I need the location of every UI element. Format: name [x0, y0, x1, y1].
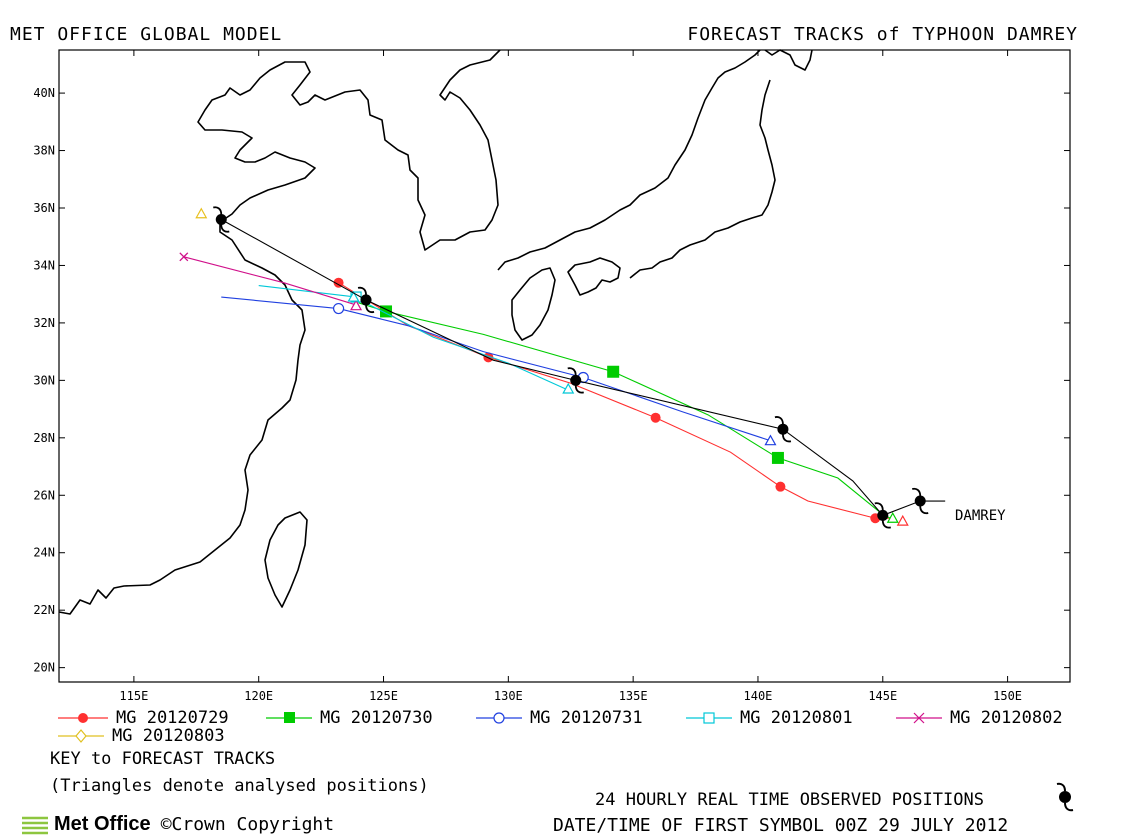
observed-typhoon-symbol: [774, 416, 792, 443]
y-tick-label: 20N: [33, 661, 55, 675]
analysed-triangle: [896, 514, 909, 526]
key-title: KEY to FORECAST TRACKS: [50, 749, 276, 769]
brand-name: Met Office: [54, 813, 151, 835]
x-tick-label: 140E: [744, 689, 773, 703]
analysed-triangle: [764, 434, 777, 446]
y-tick-label: 40N: [33, 86, 55, 100]
y-tick-label: 26N: [33, 488, 55, 502]
analysed-triangle: [562, 382, 575, 394]
legend-label: MG 20120803: [112, 726, 225, 746]
y-tick-label: 30N: [33, 373, 55, 387]
honshu-south-coast: [567, 257, 621, 296]
x-tick-label: 120E: [244, 689, 273, 703]
observed-note: 24 HOURLY REAL TIME OBSERVED POSITIONS: [595, 790, 984, 810]
observed-typhoon-symbol: [357, 286, 375, 314]
typhoon-symbol-icon: [1056, 782, 1074, 812]
forecast-title: FORECAST TRACKS of TYPHOON DAMREY: [687, 24, 1078, 45]
x-tick-label: 145E: [868, 689, 897, 703]
key-note: (Triangles denote analysed positions): [50, 776, 429, 796]
analysed-triangle: [886, 512, 899, 523]
date-note: DATE/TIME OF FIRST SYMBOL 00Z 29 JULY 20…: [553, 815, 1009, 836]
track-marker: [650, 412, 661, 423]
taiwan-coast: [264, 511, 308, 608]
legend-item-20120731: MG 20120731: [476, 708, 643, 728]
track-marker: [607, 365, 620, 378]
legend-label: MG 20120802: [950, 708, 1063, 728]
met-office-logo: Met Office ©Crown Copyright: [20, 813, 334, 836]
analysed-triangle: [195, 207, 208, 219]
track-line: [358, 302, 891, 519]
observed-typhoon-symbol: [912, 487, 929, 515]
track-line: [338, 282, 891, 519]
x-tick-label: 150E: [993, 689, 1022, 703]
legend-label: MG 20120729: [116, 708, 229, 728]
legend-label: MG 20120730: [320, 708, 433, 728]
analysed-triangle: [347, 290, 360, 302]
track-marker: [775, 481, 786, 492]
track-marker: [771, 451, 784, 464]
x-tick-label: 135E: [619, 689, 648, 703]
legend-item-20120729: MG 20120729: [58, 708, 229, 728]
legend-item-20120730: MG 20120730: [266, 708, 433, 728]
observed-typhoon-symbol: [874, 502, 891, 529]
kyushu-coast: [511, 267, 556, 341]
model-title: MET OFFICE GLOBAL MODEL: [10, 24, 283, 45]
legend-item-20120802: MG 20120802: [896, 708, 1063, 728]
y-tick-label: 36N: [33, 201, 55, 215]
track-line: [258, 285, 566, 390]
y-tick-label: 32N: [33, 316, 55, 330]
coastlines: [58, 49, 813, 615]
track-line: [183, 256, 359, 307]
china-coast: [58, 49, 501, 615]
legend-item-20120801: MG 20120801: [686, 708, 853, 728]
honshu-pacific-coast: [629, 79, 776, 279]
track-marker: [179, 252, 189, 262]
observed-typhoon-symbol: [213, 206, 230, 233]
y-tick-label: 38N: [33, 144, 55, 158]
analysed-triangle: [350, 299, 363, 311]
y-tick-label: 28N: [33, 431, 55, 445]
hokkaido-coast: [764, 49, 813, 71]
y-tick-label: 22N: [33, 603, 55, 617]
map-axes: 115E 120E 125E 130E 135E 140E 145E 150E 20N 22N 24…: [33, 50, 1070, 703]
map-frame: [58, 49, 1071, 683]
met-office-waves-icon: [22, 816, 48, 834]
observed-typhoon-symbol: [567, 367, 584, 394]
legend-label: MG 20120731: [530, 708, 643, 728]
honshu-coast: [497, 49, 761, 271]
x-tick-label: 130E: [494, 689, 523, 703]
legend-label: MG 20120801: [740, 708, 853, 728]
x-tick-label: 125E: [369, 689, 398, 703]
track-marker: [333, 277, 344, 288]
x-tick-label: 115E: [119, 689, 148, 703]
storm-name-label: DAMREY: [955, 508, 1006, 524]
forecast-tracks: [179, 206, 946, 529]
legend-item-20120803: MG 20120803: [58, 726, 225, 746]
copyright-text: ©Crown Copyright: [160, 814, 335, 835]
track-marker: [332, 302, 345, 315]
y-tick-label: 24N: [33, 546, 55, 560]
y-tick-label: 34N: [33, 258, 55, 272]
